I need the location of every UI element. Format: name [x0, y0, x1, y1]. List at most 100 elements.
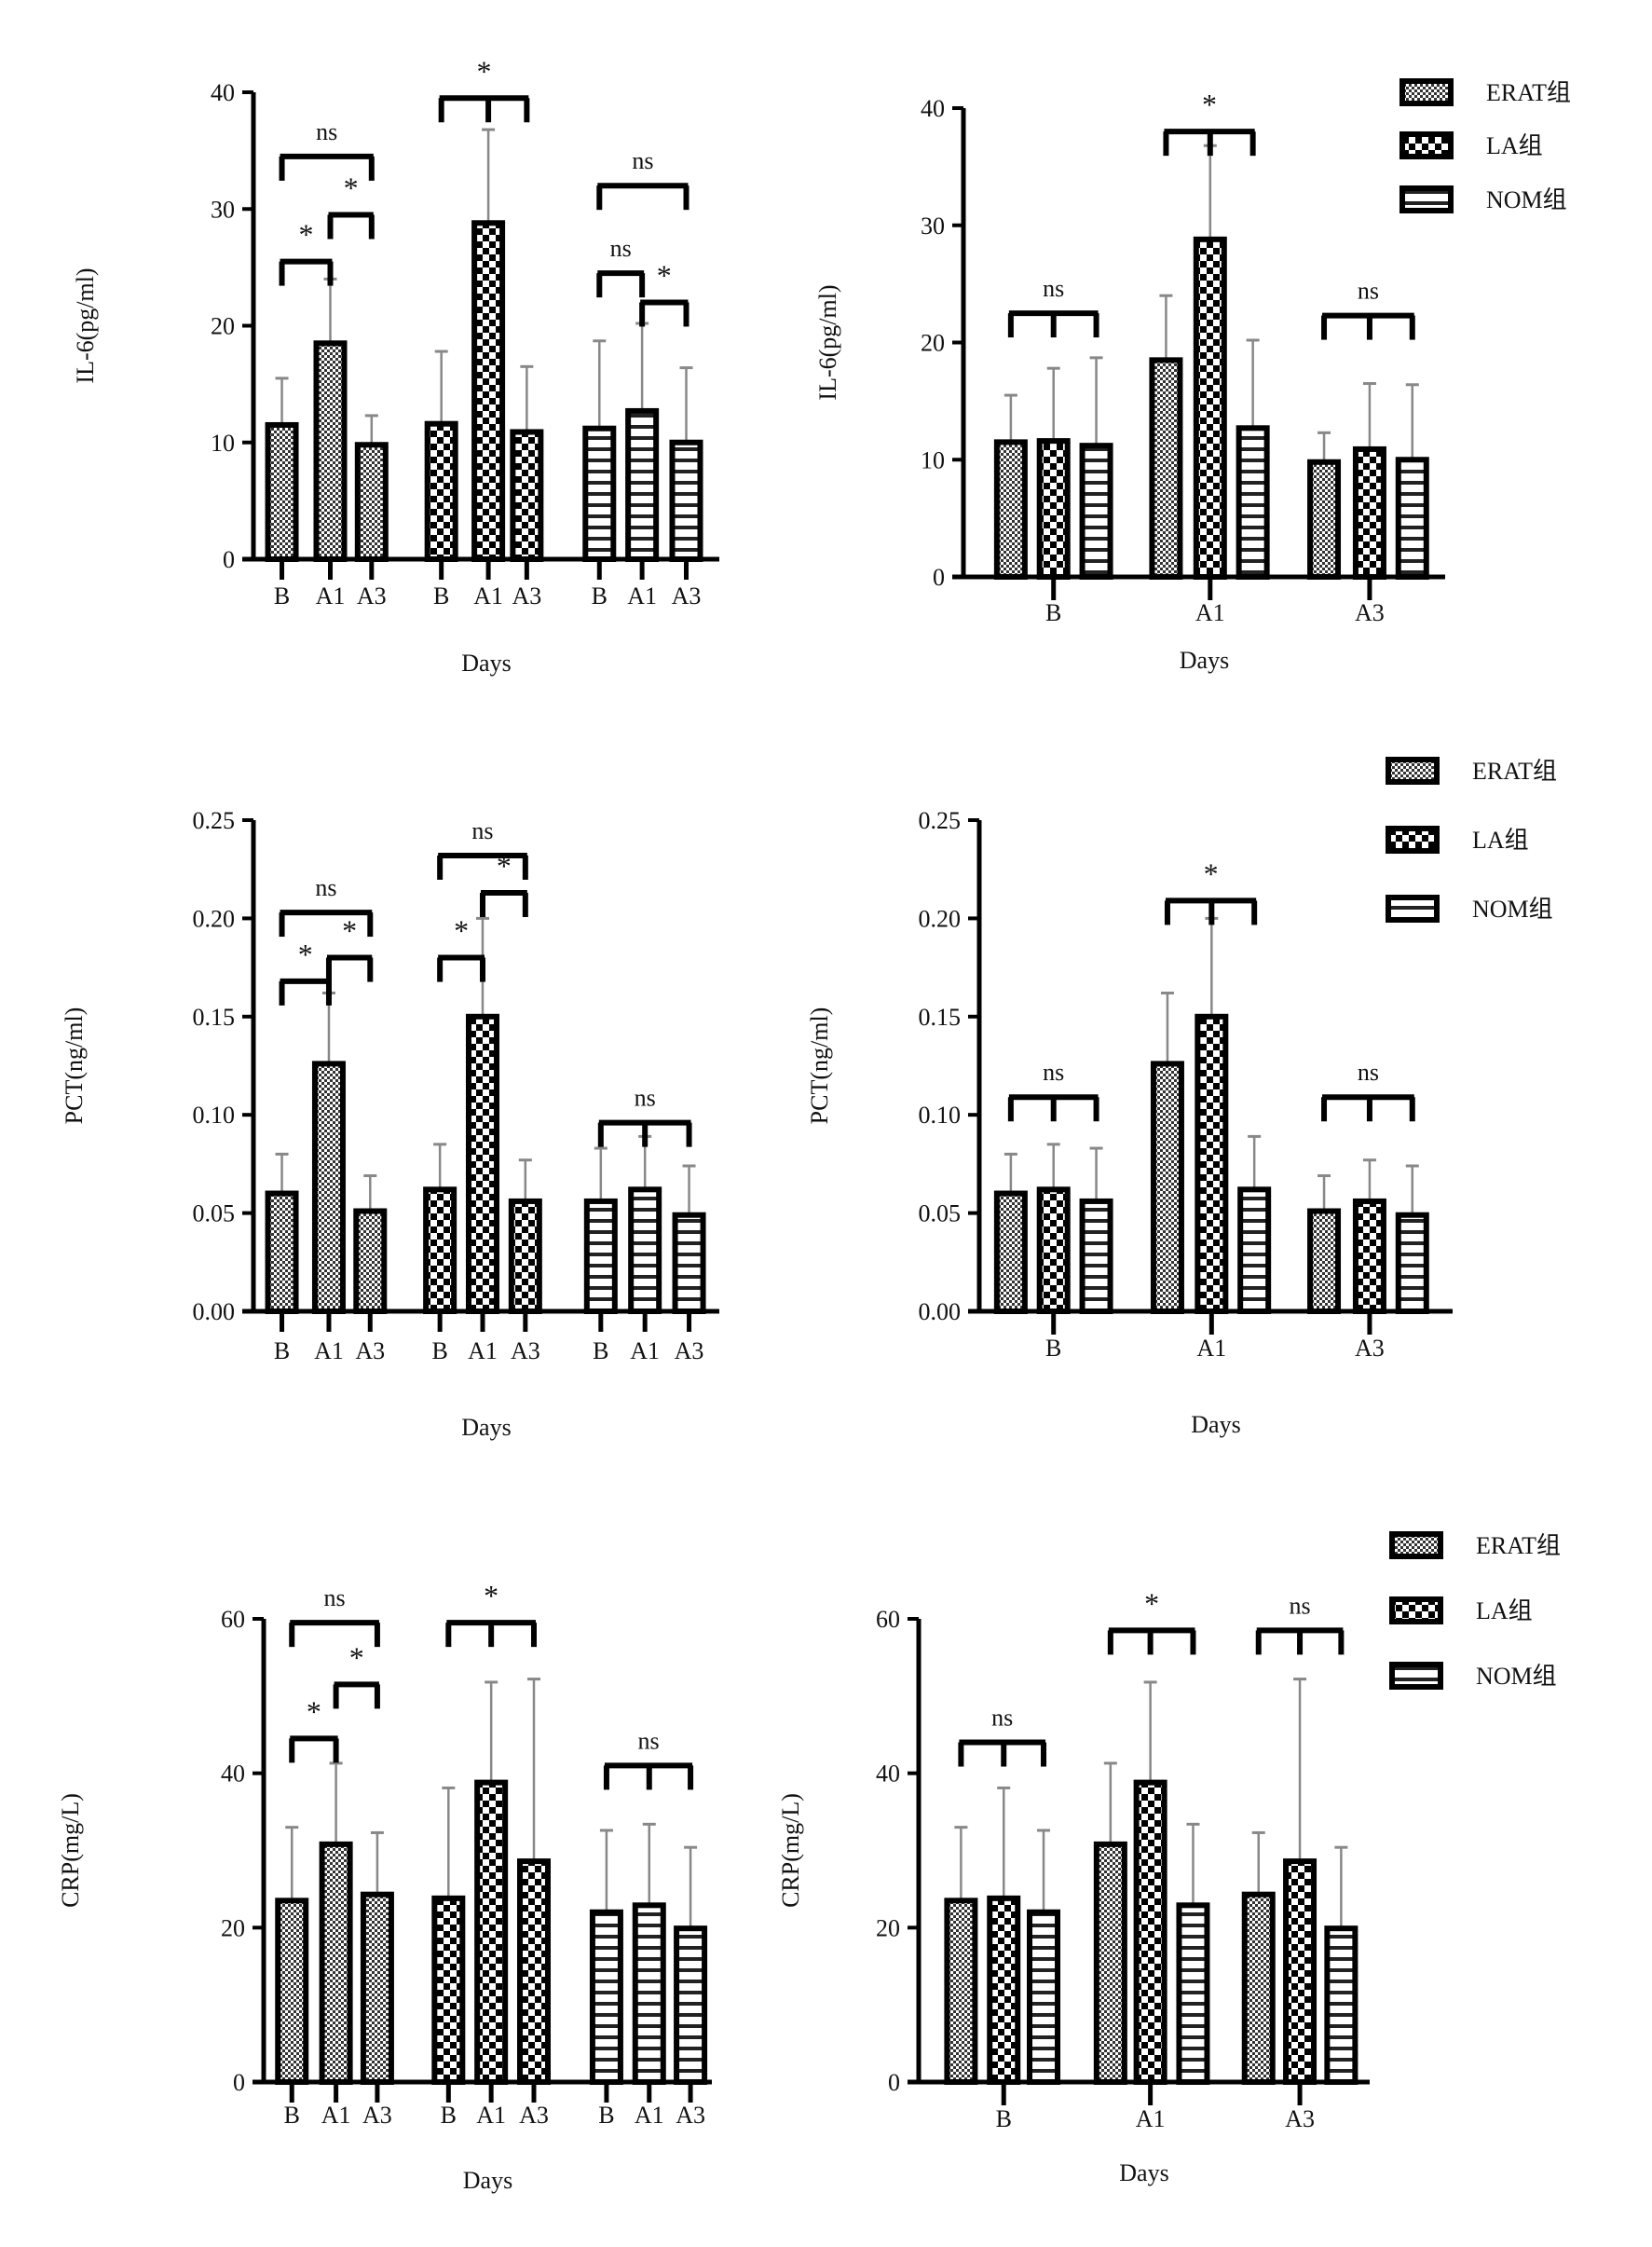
x-tick-label: A3: [519, 2102, 549, 2129]
y-tick-label: 40: [921, 95, 945, 122]
significance-label: ns: [637, 1727, 659, 1754]
significance-label: ns: [1043, 1059, 1064, 1086]
significance-label: *: [342, 914, 357, 948]
bar-NOM组-A1: [632, 1902, 666, 2085]
x-tick-label: B: [592, 582, 608, 610]
significance-label: ns: [632, 147, 653, 174]
bar-ERAT组-B: [265, 421, 299, 562]
legend-label: NOM组: [1476, 1663, 1557, 1690]
significance-label: *: [344, 171, 359, 205]
legend-label: ERAT组: [1486, 79, 1571, 106]
significance-label: ns: [471, 817, 493, 844]
significance-label: ns: [324, 1584, 346, 1611]
bar-NOM组-A1: [628, 1186, 662, 1314]
legend-swatch: [1399, 78, 1454, 106]
x-tick-label: B: [433, 582, 449, 610]
y-tick-label: 0.05: [919, 1200, 962, 1227]
x-tick-label: A3: [672, 582, 702, 610]
significance-label: *: [477, 54, 492, 88]
x-tick-label: A3: [357, 582, 387, 610]
y-tick-label: 0.05: [193, 1200, 236, 1227]
x-axis-title: Days: [1191, 1411, 1240, 1438]
significance-label: ns: [635, 1085, 656, 1112]
y-tick-label: 20: [211, 313, 235, 340]
x-tick-label: A3: [355, 1337, 385, 1364]
y-tick-label: 30: [211, 196, 235, 223]
significance-label: ns: [610, 235, 632, 262]
legend-swatch: [1389, 1596, 1443, 1624]
significance-label: *: [1204, 856, 1219, 890]
x-tick-label: B: [284, 2102, 300, 2129]
bar-LA组-A3: [1352, 445, 1386, 580]
y-axis-title: PCT(ng/ml): [806, 1007, 833, 1125]
x-tick-label: A1: [314, 1337, 344, 1364]
x-tick-label: B: [1045, 599, 1061, 626]
x-tick-label: B: [441, 2102, 457, 2129]
legend-swatch: [1386, 757, 1440, 785]
significance-label: *: [1144, 1586, 1159, 1620]
bar-NOM组-B: [583, 1198, 618, 1315]
bar-LA组-B: [423, 1186, 457, 1314]
bar-LA组-B: [431, 1895, 466, 2086]
legend-label: LA组: [1476, 1597, 1533, 1624]
legend-label: ERAT组: [1472, 758, 1557, 785]
x-tick-label: B: [274, 1337, 290, 1364]
y-tick-label: 0.25: [193, 807, 236, 834]
bar-LA组-A1: [474, 1779, 509, 2086]
y-axis-title: IL-6(pg/ml): [814, 284, 841, 400]
x-tick-label: A1: [1136, 2105, 1166, 2132]
bar-ERAT组-B: [265, 1190, 299, 1315]
x-tick-label: A1: [1196, 1335, 1226, 1362]
bar-NOM组-B: [582, 425, 617, 562]
x-tick-label: B: [431, 1337, 447, 1364]
bar-NOM组-A1: [1236, 425, 1270, 580]
bar-LA组-A3: [1283, 1858, 1318, 2086]
y-tick-label: 20: [221, 1914, 245, 1941]
x-axis-title: Days: [461, 1414, 511, 1441]
x-tick-label: B: [996, 2105, 1012, 2132]
bar-NOM组-B: [1027, 1909, 1061, 2085]
bar-ERAT组-A3: [354, 442, 389, 563]
legend-label: LA组: [1486, 132, 1543, 159]
significance-label: *: [307, 1694, 321, 1728]
chart-panel-6: 0 20 40 60 B A1 A3 CRP(mg/L) Days ns * ns ERAT组 LA组 NO…: [777, 1531, 1561, 2186]
bar-NOM组-A3: [1395, 1212, 1429, 1315]
x-tick-label: A1: [635, 2102, 664, 2129]
bar-LA组-A1: [1195, 1013, 1229, 1315]
bar-ERAT组-A3: [1307, 1208, 1342, 1314]
y-tick-label: 40: [876, 1761, 900, 1788]
x-axis-title: Days: [461, 650, 511, 677]
significance-label: *: [349, 1640, 364, 1674]
significance-label: *: [1202, 88, 1217, 121]
x-tick-label: A3: [362, 2102, 392, 2129]
y-tick-label: 0.00: [919, 1298, 962, 1325]
bar-ERAT组-A1: [1093, 1841, 1127, 2085]
bar-LA组-A1: [471, 220, 506, 562]
bar-LA组-B: [987, 1895, 1021, 2086]
bar-LA组-B: [1036, 1186, 1071, 1314]
y-tick-label: 20: [876, 1914, 900, 1941]
bar-LA组-A3: [508, 1198, 542, 1315]
legend-label: LA组: [1472, 827, 1529, 854]
bar-LA组-A1: [1193, 236, 1227, 580]
legend-swatch: [1386, 826, 1440, 854]
bar-LA组-A3: [1352, 1198, 1386, 1315]
bar-ERAT组-A1: [319, 1841, 353, 2085]
significance-label: *: [298, 938, 313, 971]
significance-label: ns: [1290, 1592, 1311, 1619]
x-tick-label: A3: [675, 1337, 704, 1364]
y-axis-title: PCT(ng/ml): [61, 1007, 88, 1125]
legend-swatch: [1399, 131, 1454, 159]
x-tick-label: A1: [316, 582, 346, 610]
bar-ERAT组-A3: [360, 1891, 394, 2085]
y-tick-label: 10: [921, 446, 945, 473]
x-tick-label: A3: [1355, 1335, 1385, 1362]
legend-label: NOM组: [1472, 896, 1553, 923]
legend-swatch: [1399, 185, 1454, 213]
bar-NOM组-B: [1079, 1198, 1113, 1315]
x-tick-label: A3: [676, 2102, 705, 2129]
bar-NOM组-A1: [1176, 1902, 1210, 2085]
bar-ERAT组-B: [944, 1898, 978, 2086]
significance-label: ns: [1043, 275, 1064, 302]
x-tick-label: B: [274, 582, 290, 610]
